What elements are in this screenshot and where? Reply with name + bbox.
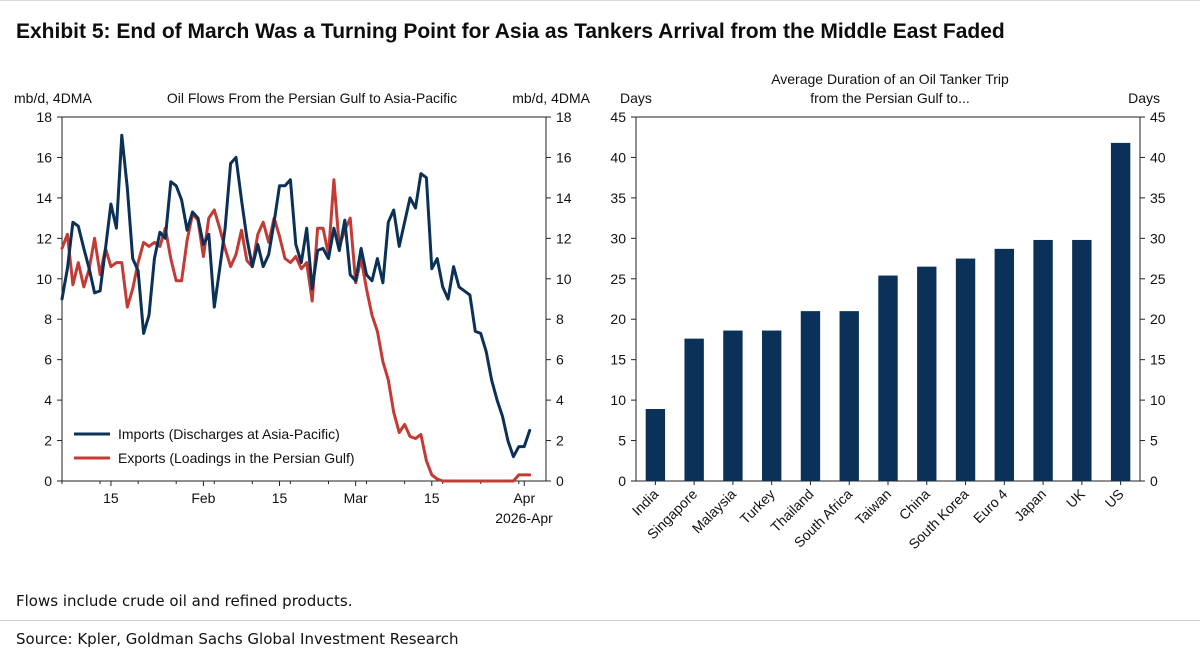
right-y-tick-label: 14 [556, 190, 572, 206]
bar-left-y-tick-label: 10 [610, 392, 626, 408]
right-y-tick-label: 18 [556, 109, 572, 125]
x-tick-label: 15 [424, 490, 440, 506]
left-chart-right-axis-label: mb/d, 4DMA [512, 90, 590, 106]
left-y-tick-label: 18 [36, 109, 52, 125]
bar-right-y-tick-label: 40 [1150, 149, 1166, 165]
bar-japan [1033, 239, 1053, 481]
bar-right-y-tick-label: 10 [1150, 392, 1166, 408]
left-y-tick-label: 14 [36, 190, 52, 206]
bar-category-label: India [629, 486, 662, 519]
left-y-tick-label: 10 [36, 271, 52, 287]
x-tick-label: Feb [191, 490, 215, 506]
bar-turkey [762, 330, 782, 481]
right-chart-title-line-1: Average Duration of an Oil Tanker Trip [771, 71, 1009, 87]
bar-right-y-tick-label: 5 [1150, 433, 1158, 449]
line-chart: mb/d, 4DMA Oil Flows From the Persian Gu… [14, 90, 591, 526]
left-y-tick-label: 0 [44, 473, 52, 489]
bar-category-label: Japan [1011, 486, 1049, 524]
bar-right-y-tick-label: 15 [1150, 352, 1166, 368]
right-chart-title-line-2: from the Persian Gulf to... [810, 90, 970, 106]
bar-malaysia [723, 330, 743, 481]
bar-china [917, 266, 937, 481]
footnote: Flows include crude oil and refined prod… [16, 592, 353, 610]
right-y-tick-label: 6 [556, 352, 564, 368]
bar-left-y-tick-label: 15 [610, 352, 626, 368]
bar-left-y-tick-label: 40 [610, 149, 626, 165]
right-y-tick-label: 2 [556, 433, 564, 449]
bar-category-label: Euro 4 [970, 486, 1011, 527]
bar-category-label: Taiwan [852, 486, 894, 528]
right-y-tick-label: 16 [556, 149, 572, 165]
legend-label-imports: Imports (Discharges at Asia-Pacific) [118, 426, 340, 442]
bar-left-y-tick-label: 45 [610, 109, 626, 125]
exhibit-charts: mb/d, 4DMA Oil Flows From the Persian Gu… [14, 71, 1166, 552]
bar-euro-4 [994, 248, 1014, 481]
bottom-divider [0, 620, 1200, 621]
left-y-tick-label: 8 [44, 311, 52, 327]
left-y-tick-label: 12 [36, 230, 52, 246]
bar-thailand [800, 311, 821, 481]
left-chart-x-sublabel: 2026-Apr [495, 510, 553, 526]
bar-category-label: US [1102, 486, 1127, 511]
exhibit-title: Exhibit 5: End of March Was a Turning Po… [16, 20, 1005, 43]
right-y-tick-label: 8 [556, 311, 564, 327]
top-divider [0, 0, 1200, 1]
bar-right-y-tick-label: 35 [1150, 190, 1166, 206]
bar-left-y-tick-label: 20 [610, 311, 626, 327]
bar-right-y-tick-label: 30 [1150, 230, 1166, 246]
bar-south-africa [839, 311, 859, 481]
bar-us [1110, 142, 1131, 481]
bar-left-y-tick-label: 25 [610, 271, 626, 287]
bar-left-y-tick-label: 5 [618, 433, 626, 449]
x-tick-label: 15 [103, 490, 119, 506]
imports-line [60, 133, 532, 459]
x-tick-label: Apr [513, 490, 535, 506]
left-chart-legend: Imports (Discharges at Asia-Pacific) Exp… [74, 426, 355, 466]
left-chart-title: Oil Flows From the Persian Gulf to Asia-… [167, 90, 457, 106]
right-y-tick-label: 12 [556, 230, 572, 246]
bar-right-y-tick-label: 45 [1150, 109, 1166, 125]
bar-chart: Average Duration of an Oil Tanker Trip f… [610, 71, 1165, 552]
bar-south-korea [955, 258, 976, 481]
bar-category-label: UK [1063, 485, 1089, 511]
bar-singapore [684, 338, 704, 481]
bar-uk [1072, 239, 1092, 481]
bar-right-y-tick-label: 25 [1150, 271, 1166, 287]
bar-right-y-tick-label: 20 [1150, 311, 1166, 327]
bar-left-y-tick-label: 35 [610, 190, 626, 206]
left-y-tick-label: 4 [44, 392, 52, 408]
right-chart-right-axis-label: Days [1128, 90, 1160, 106]
source-line: Source: Kpler, Goldman Sachs Global Inve… [16, 630, 459, 648]
left-chart-left-axis-label: mb/d, 4DMA [14, 90, 92, 106]
left-y-tick-label: 16 [36, 149, 52, 165]
bar-india [645, 409, 666, 481]
bar-left-y-tick-label: 30 [610, 230, 626, 246]
right-chart-left-axis-label: Days [620, 90, 652, 106]
bar-left-y-tick-label: 0 [618, 473, 626, 489]
right-y-tick-label: 10 [556, 271, 572, 287]
bar-taiwan [878, 275, 898, 481]
x-tick-label: Mar [344, 490, 368, 506]
legend-label-exports: Exports (Loadings in the Persian Gulf) [118, 450, 355, 466]
bar-right-y-tick-label: 0 [1150, 473, 1158, 489]
right-y-tick-label: 0 [556, 473, 564, 489]
x-tick-label: 15 [272, 490, 288, 506]
left-y-tick-label: 6 [44, 352, 52, 368]
right-y-tick-label: 4 [556, 392, 564, 408]
left-y-tick-label: 2 [44, 433, 52, 449]
